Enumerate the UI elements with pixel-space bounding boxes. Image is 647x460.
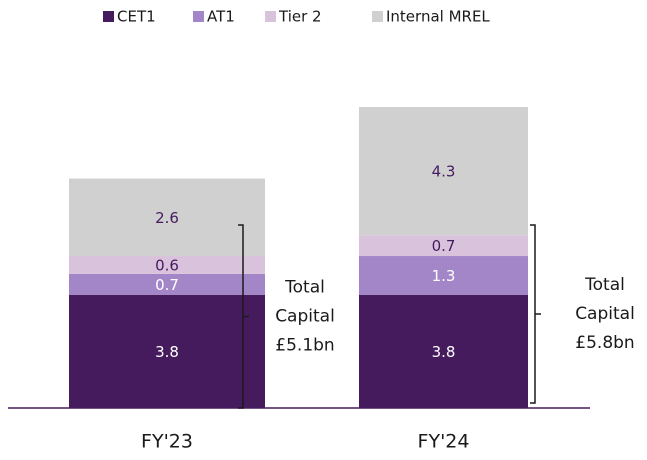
- bar-segment: [69, 178, 265, 257]
- bar-segment: [359, 256, 528, 295]
- bar-segment: [359, 107, 528, 236]
- data-label: 3.8: [155, 343, 179, 361]
- annotation: £5.1bn: [275, 336, 334, 356]
- data-label: 0.7: [155, 276, 179, 294]
- data-label: 3.8: [432, 343, 456, 361]
- legend-swatch: [103, 11, 114, 22]
- data-label: 1.3: [432, 267, 456, 285]
- x-tick-label: FY'24: [418, 431, 470, 453]
- annotation: Capital: [575, 304, 635, 324]
- bar-segment: [359, 294, 528, 408]
- legend-swatch: [265, 11, 276, 22]
- data-label: 0.6: [155, 256, 179, 274]
- legend-label: AT1: [207, 8, 235, 26]
- data-label: 0.7: [432, 237, 456, 255]
- annotation: £5.8bn: [575, 333, 634, 353]
- bar-segment: [69, 256, 265, 274]
- annotation: Total: [584, 275, 625, 295]
- legend-label: Internal MREL: [386, 8, 490, 26]
- legend-swatch: [193, 11, 204, 22]
- annotation: Capital: [275, 307, 335, 327]
- bar-segment: [69, 273, 265, 295]
- x-tick-label: FY'23: [141, 431, 193, 453]
- bar-segment: [359, 235, 528, 257]
- legend-label: CET1: [117, 8, 156, 26]
- data-label: 4.3: [432, 163, 456, 181]
- bracket: [238, 224, 249, 409]
- bar-segment: [69, 294, 265, 408]
- bracket: [530, 224, 541, 404]
- legend-swatch: [372, 11, 383, 22]
- annotation: Total: [284, 278, 325, 298]
- legend-label: Tier 2: [278, 8, 322, 26]
- data-label: 2.6: [155, 209, 179, 227]
